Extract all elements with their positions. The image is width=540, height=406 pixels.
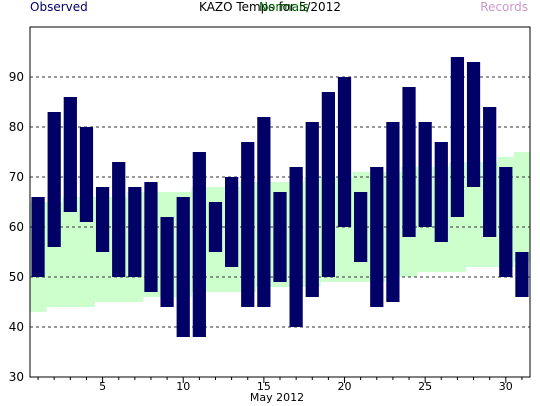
x-tick-label: 30 bbox=[499, 380, 513, 393]
observed-bar bbox=[241, 142, 255, 307]
y-tick-label: 40 bbox=[9, 320, 24, 334]
observed-bar bbox=[257, 117, 271, 307]
observed-bar bbox=[208, 202, 223, 252]
x-tick-label: 5 bbox=[99, 380, 106, 393]
legend-normals: Normals bbox=[259, 0, 309, 14]
normals-band bbox=[513, 152, 531, 262]
x-tick-label: 15 bbox=[257, 380, 271, 393]
observed-bar bbox=[418, 122, 432, 227]
y-tick-label: 30 bbox=[9, 370, 24, 384]
y-tick-label: 90 bbox=[9, 70, 24, 84]
observed-bar bbox=[289, 167, 303, 327]
observed-bar bbox=[386, 122, 400, 302]
observed-bar bbox=[499, 167, 513, 277]
x-tick-label: 25 bbox=[418, 380, 432, 393]
y-tick-label: 80 bbox=[9, 120, 24, 134]
observed-bar bbox=[160, 217, 174, 307]
observed-bar bbox=[370, 167, 384, 307]
observed-bar bbox=[63, 97, 77, 212]
normals-band bbox=[465, 162, 483, 267]
observed-layer bbox=[31, 57, 529, 337]
observed-bar bbox=[128, 187, 142, 277]
axes-layer: 30 40 50 60 70 80 90 5 10 15 20 25 30 bbox=[9, 70, 523, 393]
observed-bar bbox=[483, 107, 497, 237]
observed-bar bbox=[354, 192, 368, 262]
observed-bar bbox=[402, 87, 416, 237]
x-tick-label: 10 bbox=[176, 380, 190, 393]
observed-bar bbox=[450, 57, 465, 217]
y-tick-label: 70 bbox=[9, 170, 24, 184]
observed-bar bbox=[305, 122, 319, 297]
observed-bar bbox=[79, 127, 94, 222]
x-axis-label: May 2012 bbox=[250, 391, 304, 404]
y-tick-label: 60 bbox=[9, 220, 24, 234]
observed-bar bbox=[434, 142, 448, 242]
normals-band bbox=[62, 197, 79, 307]
x-tick-label: 20 bbox=[338, 380, 352, 393]
observed-bar bbox=[192, 152, 206, 337]
observed-bar bbox=[95, 187, 110, 252]
observed-bar bbox=[112, 162, 126, 277]
observed-bar bbox=[321, 92, 335, 277]
legend-records: Records bbox=[480, 0, 528, 14]
observed-bar bbox=[31, 197, 45, 277]
observed-bar bbox=[466, 62, 481, 187]
legend-observed: Observed bbox=[30, 0, 88, 14]
observed-bar bbox=[47, 112, 61, 247]
normals-band bbox=[78, 197, 96, 307]
observed-bar bbox=[144, 182, 158, 292]
observed-bar bbox=[273, 192, 287, 282]
chart-title: KAZO Temps for 5/2012 bbox=[199, 0, 341, 14]
observed-bar bbox=[337, 77, 352, 227]
observed-bar bbox=[225, 177, 239, 267]
observed-bar bbox=[515, 252, 529, 297]
y-tick-label: 50 bbox=[9, 270, 24, 284]
observed-bar bbox=[176, 197, 190, 337]
